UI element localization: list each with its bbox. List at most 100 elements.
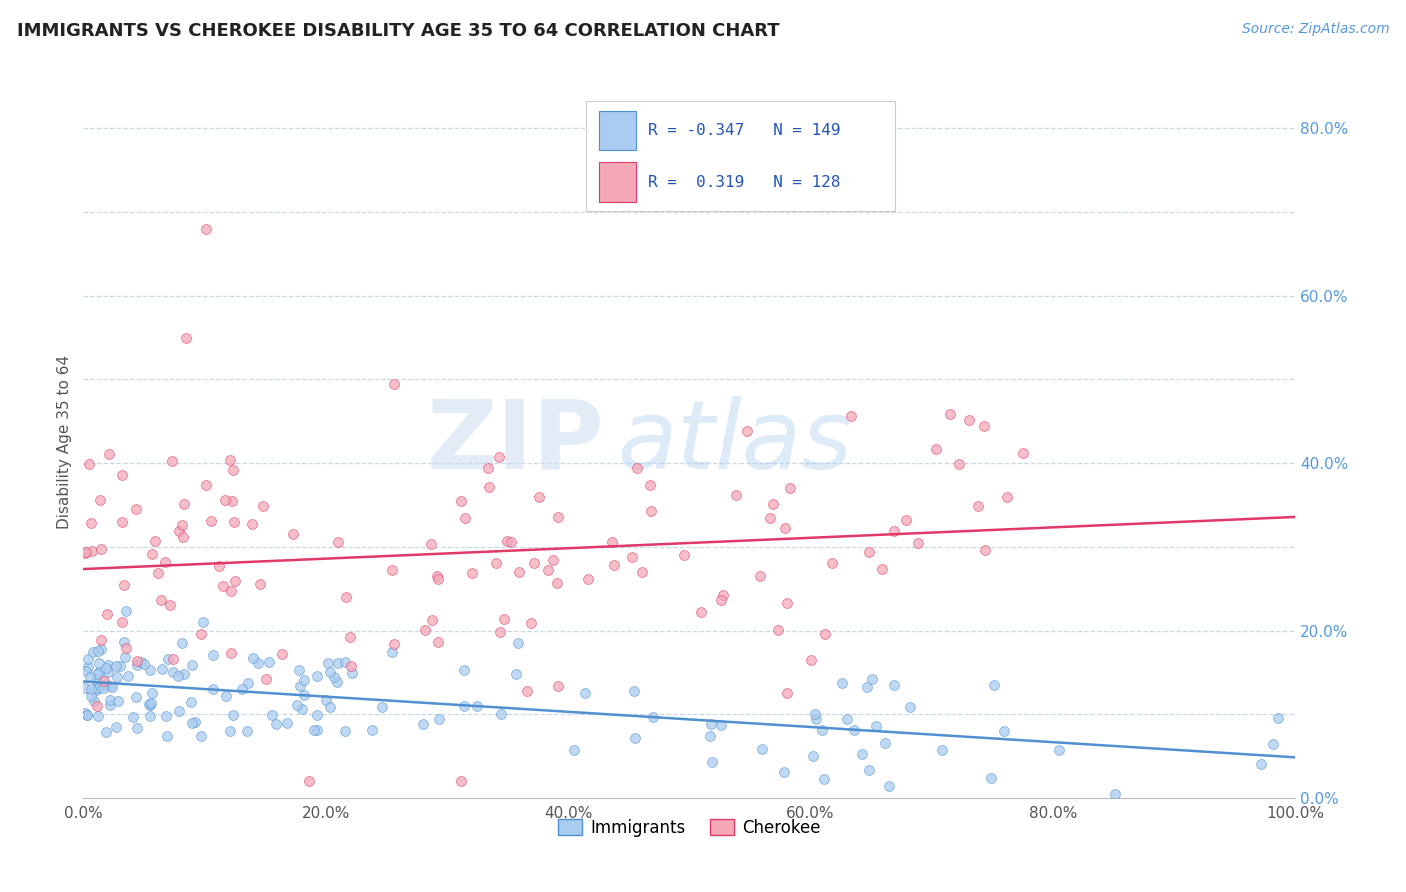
- Point: [689, 605, 711, 619]
- Point: [621, 550, 644, 565]
- Point: [172, 530, 194, 544]
- Point: [281, 526, 304, 541]
- Point: [516, 684, 538, 698]
- Point: [1261, 737, 1284, 751]
- Point: [420, 613, 443, 627]
- Point: [100, 679, 122, 693]
- Point: [292, 673, 315, 687]
- Point: [194, 478, 217, 492]
- Point: [931, 743, 953, 757]
- Point: [122, 710, 145, 724]
- Point: [630, 566, 652, 580]
- Point: [724, 488, 747, 502]
- Point: [141, 686, 163, 700]
- Point: [361, 723, 384, 738]
- Point: [110, 615, 132, 629]
- Point: [427, 712, 450, 726]
- Point: [254, 672, 277, 686]
- Point: [236, 724, 259, 739]
- Point: [983, 678, 1005, 692]
- Point: [288, 663, 311, 677]
- Point: [419, 537, 441, 551]
- Point: [413, 623, 436, 637]
- Point: [125, 690, 148, 704]
- Point: [842, 723, 865, 737]
- Point: [883, 524, 905, 538]
- Point: [804, 706, 827, 721]
- Point: [91, 681, 114, 695]
- Point: [271, 647, 294, 661]
- Point: [97, 658, 120, 673]
- Point: [86, 666, 108, 681]
- Point: [541, 552, 564, 566]
- Point: [576, 572, 599, 586]
- Point: [318, 656, 340, 670]
- Point: [427, 572, 450, 586]
- Point: [224, 574, 246, 588]
- Point: [76, 660, 98, 674]
- Point: [139, 708, 162, 723]
- Point: [810, 723, 832, 737]
- Point: [855, 680, 877, 694]
- Point: [315, 693, 337, 707]
- Point: [114, 649, 136, 664]
- Point: [266, 716, 288, 731]
- Point: [162, 651, 184, 665]
- Point: [478, 480, 501, 494]
- Point: [546, 576, 568, 591]
- Point: [190, 729, 212, 743]
- Point: [127, 654, 149, 668]
- Point: [851, 747, 873, 761]
- Point: [523, 557, 546, 571]
- Point: [382, 637, 405, 651]
- Point: [75, 665, 97, 679]
- Point: [326, 674, 349, 689]
- Y-axis label: Disability Age 35 to 64: Disability Age 35 to 64: [58, 355, 72, 529]
- Point: [993, 723, 1015, 738]
- Point: [86, 699, 108, 714]
- Point: [305, 708, 328, 723]
- Text: Source: ZipAtlas.com: Source: ZipAtlas.com: [1241, 22, 1389, 37]
- Point: [174, 330, 197, 344]
- Point: [505, 667, 527, 681]
- Point: [491, 706, 513, 721]
- Point: [426, 635, 449, 649]
- Point: [537, 563, 560, 577]
- Point: [94, 677, 117, 691]
- Point: [450, 774, 472, 789]
- Point: [219, 453, 242, 467]
- Point: [149, 592, 172, 607]
- Point: [76, 708, 98, 723]
- Point: [246, 657, 269, 671]
- Point: [564, 743, 586, 757]
- Point: [319, 665, 342, 680]
- Point: [240, 516, 263, 531]
- Point: [208, 558, 231, 573]
- Point: [173, 667, 195, 681]
- Point: [508, 565, 530, 579]
- Point: [112, 634, 135, 648]
- Point: [776, 596, 799, 610]
- Point: [157, 651, 180, 665]
- Point: [180, 716, 202, 731]
- Point: [143, 534, 166, 549]
- Point: [76, 707, 98, 722]
- Point: [167, 524, 190, 538]
- Point: [758, 511, 780, 525]
- Point: [90, 642, 112, 657]
- Point: [870, 561, 893, 575]
- Point: [499, 535, 522, 549]
- Point: [117, 669, 139, 683]
- Point: [453, 664, 475, 678]
- Point: [839, 409, 862, 424]
- Point: [898, 700, 921, 714]
- Point: [236, 675, 259, 690]
- Point: [80, 689, 103, 703]
- Point: [252, 500, 274, 514]
- Point: [305, 668, 328, 682]
- Point: [215, 689, 238, 703]
- Point: [288, 679, 311, 693]
- Point: [508, 636, 530, 650]
- Point: [485, 556, 508, 570]
- Point: [83, 693, 105, 707]
